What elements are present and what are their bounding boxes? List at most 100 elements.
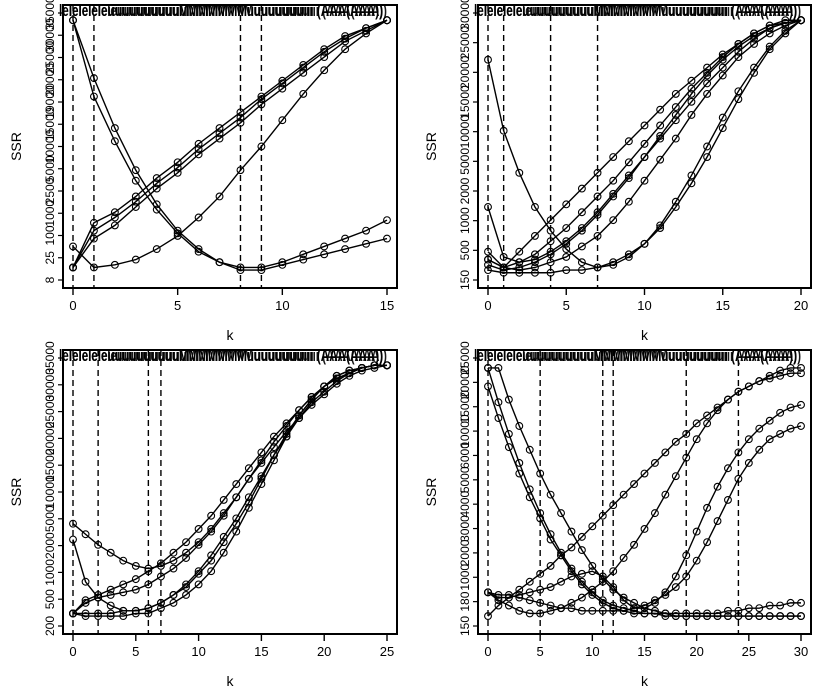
series-6-point (152, 245, 161, 254)
series-7-point (786, 424, 795, 433)
y-tick-label: 25000 (43, 40, 57, 74)
series-3-point (640, 609, 649, 618)
y-tick-label: 35000 (43, 0, 57, 30)
series-7-point (687, 179, 696, 188)
series-5-point (682, 453, 691, 462)
series-4-point (173, 163, 182, 172)
y-tick-label: 150 (458, 616, 472, 636)
series-5-point (671, 110, 680, 119)
series-4-point (152, 179, 161, 188)
series-6-point (332, 371, 341, 380)
series-5-point (598, 577, 607, 586)
series-7-point (562, 266, 571, 275)
series-3-point (609, 604, 618, 613)
series-4-point (515, 258, 524, 267)
series-5-point (650, 509, 659, 518)
series-3-point (744, 604, 753, 613)
y-axis-label: SSR (8, 478, 24, 507)
y-tick-label: 5000 (43, 155, 57, 182)
series-6-point (640, 176, 649, 185)
series-7-point (546, 268, 555, 277)
series-2-point (106, 601, 115, 610)
series-5-point (562, 239, 571, 248)
series-4-point (619, 490, 628, 499)
series-6-point (219, 548, 228, 557)
series-1-point (536, 469, 545, 478)
series-2-point (362, 226, 371, 235)
series-4-point (546, 561, 555, 570)
x-tick-label: 30 (794, 644, 808, 659)
x-axis-label: k (227, 673, 235, 689)
series-7-point (525, 596, 534, 605)
series-3-point (598, 598, 607, 607)
series-3-point (713, 609, 722, 618)
y-tick-label: 1000 (43, 200, 57, 227)
series-6-point (744, 435, 753, 444)
series-6-point (504, 593, 513, 602)
series-4-point (169, 564, 178, 573)
series-6-point (718, 71, 727, 80)
series-5-point (734, 42, 743, 51)
series-6-point (562, 253, 571, 261)
series-4-point (215, 129, 224, 138)
y-tick-label: 25000 (43, 395, 57, 429)
series-7-point (781, 29, 790, 38)
series-1-point (650, 606, 659, 615)
series-7-point (536, 598, 545, 607)
series-6-point (536, 585, 545, 594)
series-3-point (257, 448, 266, 457)
series-2-point (69, 535, 77, 544)
y-tick-label: 19000 (43, 85, 57, 119)
series-7-point (671, 203, 680, 211)
x-tick-label: 5 (563, 298, 570, 313)
series-3-point (156, 559, 165, 568)
series-6-point (557, 577, 565, 586)
series-1-point (530, 203, 539, 211)
series-7-point (734, 474, 743, 483)
x-tick-label: 25 (380, 644, 394, 659)
series-5-point (257, 100, 266, 109)
series-6-point (357, 363, 366, 372)
series-5-point (687, 89, 696, 98)
series-6-point (797, 400, 805, 409)
series-4-point (765, 371, 774, 380)
series-5-point (278, 84, 287, 93)
series-5-point (724, 395, 732, 404)
series-5-point (661, 490, 670, 499)
series-6-point (734, 448, 743, 457)
series-4-point (624, 158, 633, 167)
series-1-point (89, 74, 98, 83)
series-6-point (656, 155, 665, 164)
series-2-point (609, 601, 618, 610)
series-1-point (169, 556, 178, 565)
series-4-point (687, 84, 696, 93)
series-7-point (484, 266, 492, 275)
series-3-point (119, 580, 128, 589)
series-1-point (577, 258, 586, 267)
y-tick-label: 500 (458, 240, 472, 260)
series-6-point (515, 591, 524, 599)
series-2-line (72, 364, 387, 612)
series-6-point (341, 45, 350, 54)
series-4-point (577, 208, 586, 217)
y-tick-label: 200 (43, 616, 57, 636)
series-6-point (299, 89, 308, 98)
series-6-point (713, 482, 722, 491)
series-4-point (598, 511, 607, 520)
y-tick-label: 3000 (458, 515, 472, 542)
series-4-point (609, 501, 618, 510)
series-4-point (650, 459, 659, 467)
series-4-point (640, 139, 649, 148)
series-2-point (110, 137, 119, 146)
series-6-point (609, 583, 618, 591)
x-tick-label: 20 (317, 644, 331, 659)
series-1-point (182, 548, 190, 557)
y-tick-label: 10000 (458, 115, 472, 149)
series-5-point (619, 554, 628, 562)
series-6-point (588, 567, 597, 576)
series-7-point (765, 45, 774, 54)
series-6-point (182, 591, 190, 599)
series-1-point (494, 363, 503, 372)
series-6-point (320, 66, 329, 75)
series-4-point (299, 63, 308, 72)
